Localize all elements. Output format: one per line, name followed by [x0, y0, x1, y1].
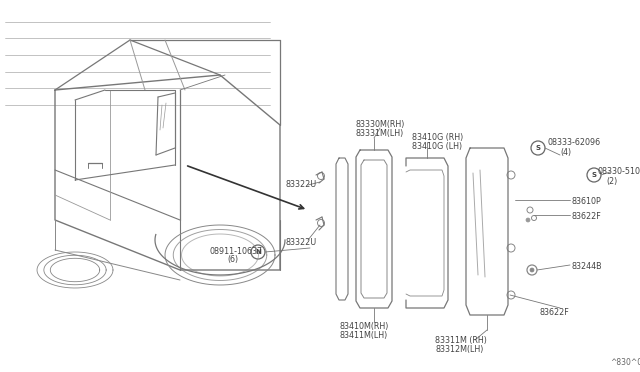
- Text: 83244B: 83244B: [572, 262, 603, 271]
- Text: 83322U: 83322U: [285, 180, 316, 189]
- Text: 83410M(RH): 83410M(RH): [340, 322, 389, 331]
- Text: 83610P: 83610P: [572, 197, 602, 206]
- Text: 83312M(LH): 83312M(LH): [435, 345, 483, 354]
- Circle shape: [530, 268, 534, 272]
- Text: 83330M(RH): 83330M(RH): [355, 120, 404, 129]
- Text: 83322U: 83322U: [285, 238, 316, 247]
- Text: ^830^0074: ^830^0074: [610, 358, 640, 367]
- Text: N: N: [255, 249, 261, 255]
- Text: 83622F: 83622F: [540, 308, 570, 317]
- Text: (6): (6): [227, 255, 238, 264]
- Text: 08911-10637: 08911-10637: [210, 247, 263, 256]
- Text: S: S: [591, 172, 596, 178]
- Text: 08330-51042: 08330-51042: [597, 167, 640, 176]
- Text: 83410G (LH): 83410G (LH): [412, 142, 462, 151]
- Text: 83311M (RH): 83311M (RH): [435, 336, 487, 345]
- Text: (4): (4): [560, 148, 571, 157]
- Text: 83410G (RH): 83410G (RH): [412, 133, 463, 142]
- Text: (2): (2): [606, 177, 617, 186]
- Text: 83331M(LH): 83331M(LH): [355, 129, 403, 138]
- Text: 08333-62096: 08333-62096: [548, 138, 601, 147]
- Circle shape: [526, 218, 530, 222]
- Text: 83411M(LH): 83411M(LH): [340, 331, 388, 340]
- Text: 83622F: 83622F: [572, 212, 602, 221]
- Text: S: S: [536, 145, 541, 151]
